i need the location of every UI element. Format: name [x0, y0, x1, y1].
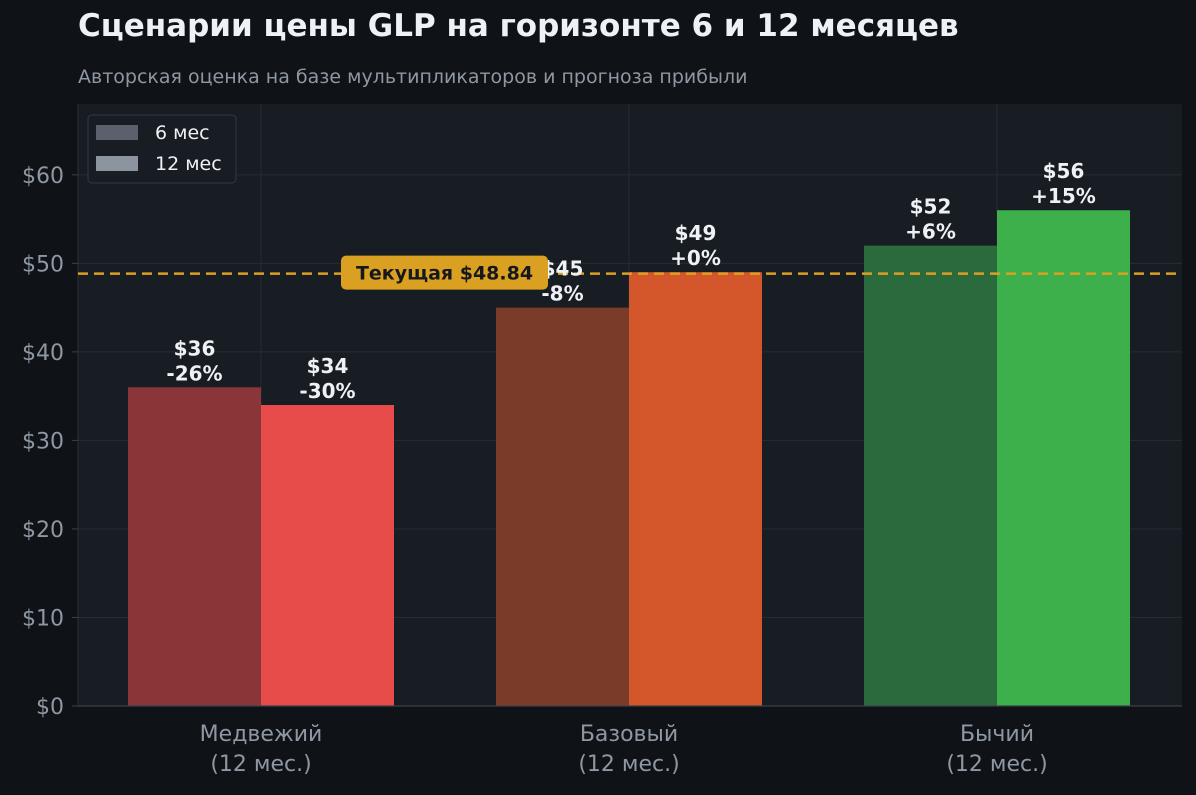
bar-change-label: -30%	[299, 379, 355, 403]
bar-value-label: $52	[910, 195, 952, 219]
bar	[997, 210, 1130, 706]
bar-change-label: +15%	[1031, 184, 1096, 208]
bar-value-label: $36	[174, 336, 216, 360]
bar-value-label: $34	[307, 354, 349, 378]
bar	[864, 245, 997, 706]
y-tick-label: $20	[22, 518, 64, 543]
y-tick-label: $0	[36, 695, 64, 720]
x-tick-label: Бычий	[960, 722, 1034, 747]
y-tick-label: $30	[22, 429, 64, 454]
bar	[629, 272, 762, 706]
y-tick-label: $10	[22, 606, 64, 631]
x-tick-label: Медвежий	[200, 722, 323, 747]
bar	[128, 387, 261, 706]
legend-swatch	[96, 156, 138, 171]
legend-label: 6 мес	[155, 122, 210, 144]
current-price-label: Текущая $48.84	[356, 263, 533, 285]
current-price-badge	[341, 255, 548, 290]
bar	[261, 405, 394, 706]
bar-change-label: -8%	[541, 282, 583, 306]
bar-change-label: +0%	[670, 246, 721, 270]
x-tick-label: (12 мес.)	[210, 752, 311, 777]
y-tick-label: $40	[22, 341, 64, 366]
y-tick-label: $60	[22, 164, 64, 189]
bar-value-label: $49	[675, 221, 717, 245]
bar-value-label: $45	[542, 257, 584, 281]
legend-swatch	[96, 125, 138, 140]
x-tick-label: (12 мес.)	[946, 752, 1047, 777]
bar-change-label: -26%	[166, 361, 222, 385]
x-tick-label: (12 мес.)	[578, 752, 679, 777]
bar-change-label: +6%	[905, 220, 956, 244]
bar	[496, 307, 629, 706]
x-tick-label: Базовый	[580, 722, 678, 747]
y-tick-label: $50	[22, 252, 64, 277]
chart-title: Сценарии цены GLP на горизонте 6 и 12 ме…	[78, 8, 959, 44]
chart-subtitle: Авторская оценка на базе мультипликаторо…	[78, 66, 748, 88]
legend-label: 12 мес	[155, 153, 222, 175]
bar-value-label: $56	[1043, 159, 1085, 183]
